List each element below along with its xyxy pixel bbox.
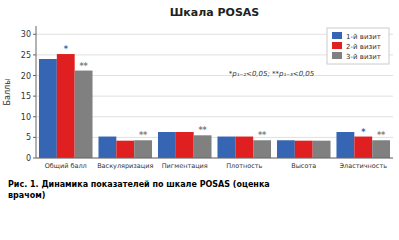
x-tick-label: Пигментация bbox=[162, 162, 208, 170]
annotation: ** bbox=[377, 131, 386, 140]
annotation: ** bbox=[79, 62, 88, 71]
bar bbox=[313, 141, 331, 158]
annotation: ** bbox=[198, 126, 207, 135]
legend-swatch bbox=[332, 32, 342, 39]
x-tick-label: Эластичность bbox=[339, 162, 387, 170]
x-axis-line bbox=[36, 158, 393, 159]
bar bbox=[235, 137, 253, 158]
y-tick-label: 30 bbox=[21, 30, 31, 39]
x-tick-label: Васкуляризация bbox=[97, 162, 153, 170]
legend-swatch bbox=[332, 42, 342, 49]
bar bbox=[75, 71, 93, 158]
annotation: ** bbox=[139, 131, 148, 140]
bar bbox=[295, 141, 313, 158]
bar bbox=[253, 140, 271, 158]
chart: Шкала POSAS Баллы 0 5 10 15 20 25 30 Общий балл Ва… bbox=[0, 0, 399, 240]
legend-label: 2-й визит bbox=[346, 43, 381, 51]
legend-box bbox=[327, 28, 389, 64]
bar bbox=[134, 140, 152, 158]
y-tick-label: 5 bbox=[26, 133, 31, 142]
x-tick-label: Высота bbox=[291, 162, 316, 170]
legend-label: 3-й визит bbox=[346, 53, 381, 61]
y-axis-line bbox=[36, 26, 37, 158]
bar bbox=[57, 54, 75, 158]
bar bbox=[354, 137, 372, 158]
caption-line: врачом) bbox=[8, 191, 45, 200]
caption-line: Рис. 1. Динамика показателей по шкале PO… bbox=[8, 180, 270, 189]
annotation: ** bbox=[258, 131, 267, 140]
y-tick-label: 15 bbox=[21, 92, 31, 101]
legend: 1-й визит 2-й визит 3-й визит bbox=[327, 28, 389, 64]
bar bbox=[39, 59, 57, 158]
y-tick-label: 0 bbox=[26, 154, 31, 163]
y-tick-label: 25 bbox=[21, 51, 31, 60]
bar bbox=[116, 141, 134, 158]
x-tick-label: Плотность bbox=[226, 162, 262, 170]
legend-swatch bbox=[332, 52, 342, 59]
bar bbox=[98, 137, 116, 158]
grid-line bbox=[36, 158, 393, 159]
bar bbox=[217, 137, 235, 158]
caption: Рис. 1. Динамика показателей по шкале PO… bbox=[8, 180, 270, 200]
bars bbox=[39, 54, 390, 158]
annotation: * bbox=[64, 45, 69, 54]
bar bbox=[176, 132, 194, 158]
bar bbox=[336, 132, 354, 158]
annotation: * bbox=[361, 128, 366, 137]
bar bbox=[277, 140, 295, 158]
legend-label: 1-й визит bbox=[346, 33, 381, 41]
title: Шкала POSAS bbox=[170, 6, 260, 19]
bar bbox=[158, 132, 176, 158]
y-tick-label: 20 bbox=[21, 72, 31, 81]
y-tick-label: 10 bbox=[21, 113, 31, 122]
grid bbox=[36, 34, 393, 158]
y-axis-label: Баллы bbox=[3, 79, 12, 106]
stat-annotation: *p₁₋₂<0,05; **p₁₋₃<0,05 bbox=[229, 70, 315, 78]
x-tick-label: Общий балл bbox=[45, 162, 87, 170]
bar bbox=[372, 140, 390, 158]
bar bbox=[194, 135, 212, 158]
